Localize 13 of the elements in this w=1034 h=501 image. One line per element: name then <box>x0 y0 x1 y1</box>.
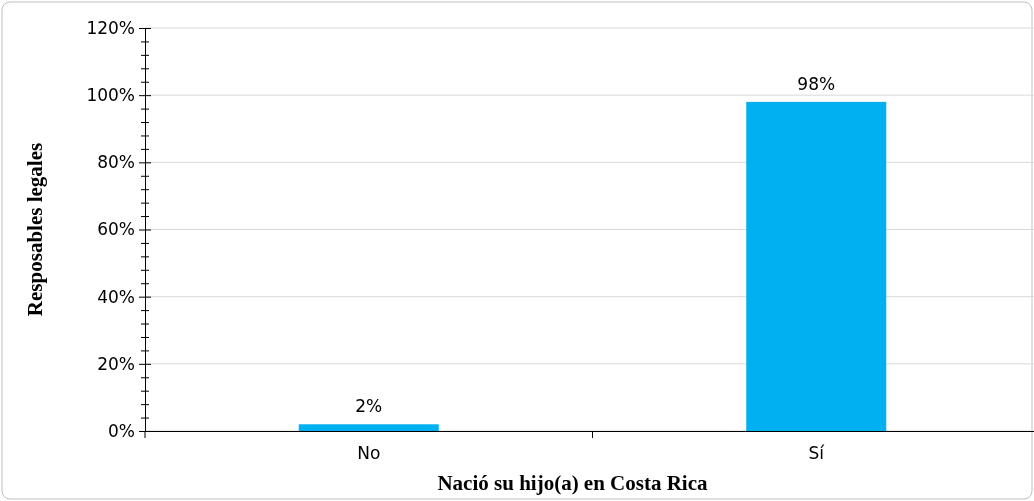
y-tick-label: 60% <box>97 219 135 240</box>
y-tick-label: 0% <box>108 420 135 441</box>
y-axis-title: Resposables legales <box>23 142 47 317</box>
y-tick-label: 80% <box>97 152 135 173</box>
y-tick-label: 100% <box>86 85 135 106</box>
x-tick-label: No <box>357 443 381 463</box>
x-tick-label: Sí <box>808 443 826 463</box>
y-tick-label: 20% <box>97 353 135 374</box>
y-tick-label: 40% <box>97 286 135 307</box>
data-label: 2% <box>355 396 383 417</box>
y-tick-label: 120% <box>86 17 135 38</box>
data-label: 98% <box>797 73 836 94</box>
x-axis-title: Nació su hijo(a) en Costa Rica <box>437 471 709 495</box>
